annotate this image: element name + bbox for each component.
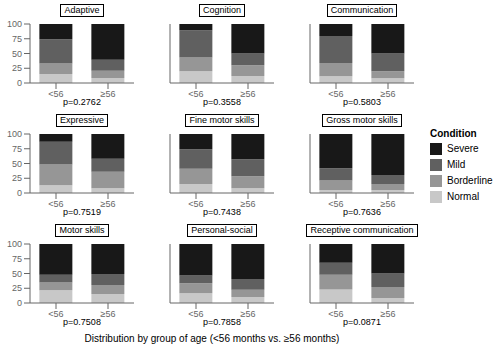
svg-text:100: 100 bbox=[8, 239, 22, 249]
svg-text:0: 0 bbox=[17, 298, 22, 308]
svg-text:≥56: ≥56 bbox=[381, 89, 396, 97]
svg-text:≥56: ≥56 bbox=[241, 199, 256, 207]
svg-text:<56: <56 bbox=[48, 89, 63, 97]
html-text:Borderline: Borderline bbox=[447, 175, 493, 186]
svg-text:0: 0 bbox=[17, 188, 22, 198]
html-text:Normal: Normal bbox=[447, 191, 480, 202]
svg-text:<56: <56 bbox=[48, 199, 63, 207]
html-text:Communication: Communication bbox=[330, 5, 394, 15]
html-text:p=0.3558: p=0.3558 bbox=[203, 97, 241, 107]
svg-text:≥56: ≥56 bbox=[381, 199, 396, 207]
html-text:Cognition: Cognition bbox=[203, 5, 241, 15]
html-text:Adaptive: Adaptive bbox=[64, 5, 100, 15]
svg-text:25: 25 bbox=[12, 283, 22, 293]
svg-text:25: 25 bbox=[12, 63, 22, 73]
svg-text:≥56: ≥56 bbox=[381, 309, 396, 317]
svg-text:≥56: ≥56 bbox=[101, 309, 116, 317]
html-text:p=0.7858: p=0.7858 bbox=[203, 317, 241, 327]
svg-text:100: 100 bbox=[8, 19, 22, 29]
html-text:p=0.7636: p=0.7636 bbox=[343, 207, 381, 217]
html-text:p=0.5803: p=0.5803 bbox=[343, 97, 381, 107]
svg-text:<56: <56 bbox=[328, 309, 343, 317]
svg-text:75: 75 bbox=[12, 34, 22, 44]
svg-text:75: 75 bbox=[12, 254, 22, 264]
svg-text:<56: <56 bbox=[328, 89, 343, 97]
svg-text:0: 0 bbox=[17, 78, 22, 88]
html-text:p=0.0871: p=0.0871 bbox=[343, 317, 381, 327]
html-text:Expressive: Expressive bbox=[60, 115, 104, 125]
svg-text:<56: <56 bbox=[48, 309, 63, 317]
html-text:Severe: Severe bbox=[447, 143, 479, 154]
svg-text:100: 100 bbox=[8, 129, 22, 139]
svg-text:<56: <56 bbox=[188, 199, 203, 207]
html-text:Mild: Mild bbox=[447, 159, 466, 170]
html-text:Motor skills: Motor skills bbox=[59, 225, 105, 235]
html-text:Gross motor skills: Gross motor skills bbox=[326, 115, 398, 125]
html-text:p=0.7438: p=0.7438 bbox=[203, 207, 241, 217]
html-text:Fine motor skills: Fine motor skills bbox=[189, 115, 255, 125]
svg-text:<56: <56 bbox=[188, 89, 203, 97]
svg-text:75: 75 bbox=[12, 144, 22, 154]
svg-text:≥56: ≥56 bbox=[241, 309, 256, 317]
html-text:p=0.7519: p=0.7519 bbox=[63, 207, 101, 217]
html-text:p=0.7508: p=0.7508 bbox=[63, 317, 101, 327]
svg-text:50: 50 bbox=[12, 159, 22, 169]
svg-text:≥56: ≥56 bbox=[101, 89, 116, 97]
svg-text:≥56: ≥56 bbox=[241, 89, 256, 97]
html-text:Distribution by group of age (: Distribution by group of age (<56 months… bbox=[84, 333, 340, 344]
html-text:Personal-social: Personal-social bbox=[191, 225, 253, 235]
html-text:Condition: Condition bbox=[430, 127, 477, 139]
svg-text:<56: <56 bbox=[188, 309, 203, 317]
html-text:Receptive communication: Receptive communication bbox=[310, 225, 414, 235]
svg-text:50: 50 bbox=[12, 269, 22, 279]
html-text:p=0.2762: p=0.2762 bbox=[63, 97, 101, 107]
svg-text:25: 25 bbox=[12, 173, 22, 183]
svg-text:50: 50 bbox=[12, 49, 22, 59]
svg-text:<56: <56 bbox=[328, 199, 343, 207]
svg-text:≥56: ≥56 bbox=[101, 199, 116, 207]
